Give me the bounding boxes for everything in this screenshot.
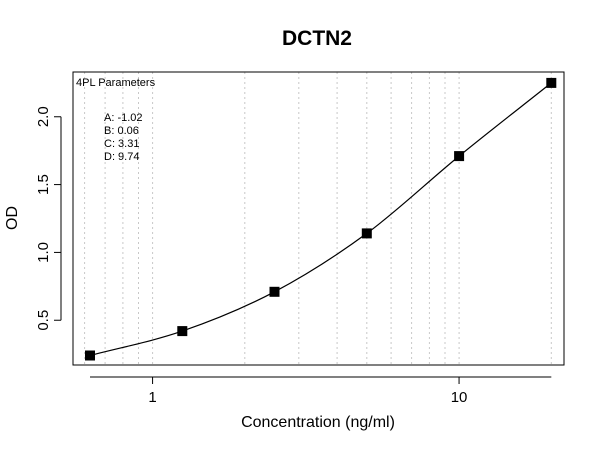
y-tick-label: 1.5	[35, 174, 52, 195]
grid-lines	[84, 72, 552, 365]
legend-title: 4PL Parameters	[76, 77, 156, 89]
legend-line-b: B: 0.06	[104, 125, 139, 137]
data-point	[85, 350, 95, 361]
data-point	[454, 151, 465, 162]
data-point	[361, 228, 372, 239]
y-axis: 0.5 1.0 1.5 2.0	[35, 106, 62, 331]
fit-curve	[89, 82, 552, 357]
x-axis-label: Concentration (ng/ml)	[241, 414, 395, 431]
y-axis-label: OD	[4, 206, 21, 230]
data-point	[546, 77, 557, 88]
data-points	[85, 77, 557, 361]
legend-line-d: D: 9.74	[104, 151, 139, 163]
x-tick-label: 10	[451, 389, 468, 406]
x-axis: 1 10	[90, 376, 552, 406]
y-tick-label: 2.0	[35, 106, 52, 127]
parameters-legend: 4PL Parameters A: -1.02 B: 0.06 C: 3.31 …	[76, 77, 156, 163]
plot-frame	[72, 71, 565, 366]
y-tick-label: 1.0	[35, 242, 52, 263]
chart-title: DCTN2	[282, 27, 352, 50]
legend-line-c: C: 3.31	[104, 138, 139, 150]
data-point	[269, 286, 280, 297]
y-tick-label: 0.5	[35, 310, 52, 331]
x-tick-label: 1	[148, 389, 156, 406]
data-point	[177, 326, 188, 337]
legend-line-a: A: -1.02	[104, 112, 143, 124]
